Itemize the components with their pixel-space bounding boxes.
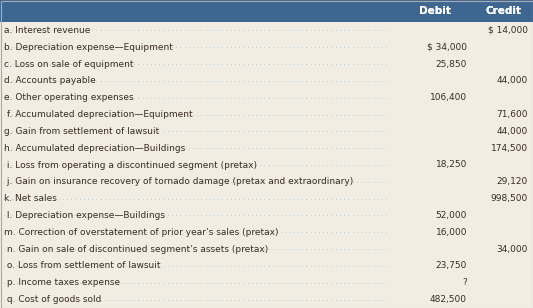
Bar <box>0 156 533 173</box>
Text: 998,500: 998,500 <box>491 194 528 203</box>
Text: e. Other operating expenses: e. Other operating expenses <box>4 93 134 102</box>
Text: o. Loss from settlement of lawsuit: o. Loss from settlement of lawsuit <box>4 261 160 270</box>
Bar <box>0 56 533 72</box>
Bar <box>0 257 533 274</box>
Bar <box>0 89 533 106</box>
Text: 23,750: 23,750 <box>435 261 467 270</box>
Bar <box>0 224 533 241</box>
Bar <box>0 291 533 308</box>
Text: 29,120: 29,120 <box>497 177 528 186</box>
Text: m. Correction of overstatement of prior year’s sales (pretax): m. Correction of overstatement of prior … <box>4 228 279 237</box>
Text: k. Net sales: k. Net sales <box>4 194 57 203</box>
Bar <box>0 207 533 224</box>
Text: 482,500: 482,500 <box>430 295 467 304</box>
Text: p. Income taxes expense: p. Income taxes expense <box>4 278 120 287</box>
Text: h. Accumulated depreciation—Buildings: h. Accumulated depreciation—Buildings <box>4 144 185 153</box>
Bar <box>0 274 533 291</box>
Bar <box>0 190 533 207</box>
Text: f. Accumulated depreciation—Equipment: f. Accumulated depreciation—Equipment <box>4 110 192 119</box>
Text: 44,000: 44,000 <box>497 127 528 136</box>
Text: d. Accounts payable: d. Accounts payable <box>4 76 96 85</box>
Bar <box>0 39 533 56</box>
Text: 44,000: 44,000 <box>497 76 528 85</box>
Bar <box>0 106 533 123</box>
Bar <box>0 173 533 190</box>
Text: Credit: Credit <box>485 6 521 16</box>
Bar <box>0 22 533 39</box>
Text: j. Gain on insurance recovery of tornado damage (pretax and extraordinary): j. Gain on insurance recovery of tornado… <box>4 177 353 186</box>
Text: g. Gain from settlement of lawsuit: g. Gain from settlement of lawsuit <box>4 127 159 136</box>
Text: b. Depreciation expense—Equipment: b. Depreciation expense—Equipment <box>4 43 173 52</box>
FancyBboxPatch shape <box>0 0 533 22</box>
Bar <box>0 72 533 89</box>
Bar <box>0 241 533 257</box>
Text: Debit: Debit <box>419 6 451 16</box>
Text: 18,250: 18,250 <box>435 160 467 169</box>
Text: Credit: Credit <box>485 6 521 16</box>
Bar <box>0 140 533 156</box>
Text: 71,600: 71,600 <box>497 110 528 119</box>
Bar <box>0 123 533 140</box>
Text: 25,850: 25,850 <box>435 59 467 69</box>
Text: 106,400: 106,400 <box>430 93 467 102</box>
Text: l. Depreciation expense—Buildings: l. Depreciation expense—Buildings <box>4 211 165 220</box>
Text: q. Cost of goods sold: q. Cost of goods sold <box>4 295 101 304</box>
Text: $ 14,000: $ 14,000 <box>488 26 528 35</box>
Text: n. Gain on sale of discontinued segment’s assets (pretax): n. Gain on sale of discontinued segment’… <box>4 245 268 253</box>
Text: i. Loss from operating a discontinued segment (pretax): i. Loss from operating a discontinued se… <box>4 160 257 169</box>
Text: Debit: Debit <box>419 6 451 16</box>
Text: c. Loss on sale of equipment: c. Loss on sale of equipment <box>4 59 133 69</box>
Bar <box>0 0 533 22</box>
Text: 174,500: 174,500 <box>491 144 528 153</box>
Text: 16,000: 16,000 <box>435 228 467 237</box>
Text: $ 34,000: $ 34,000 <box>427 43 467 52</box>
Text: a. Interest revenue: a. Interest revenue <box>4 26 91 35</box>
Text: 52,000: 52,000 <box>435 211 467 220</box>
Text: ?: ? <box>462 278 467 287</box>
Text: 34,000: 34,000 <box>497 245 528 253</box>
